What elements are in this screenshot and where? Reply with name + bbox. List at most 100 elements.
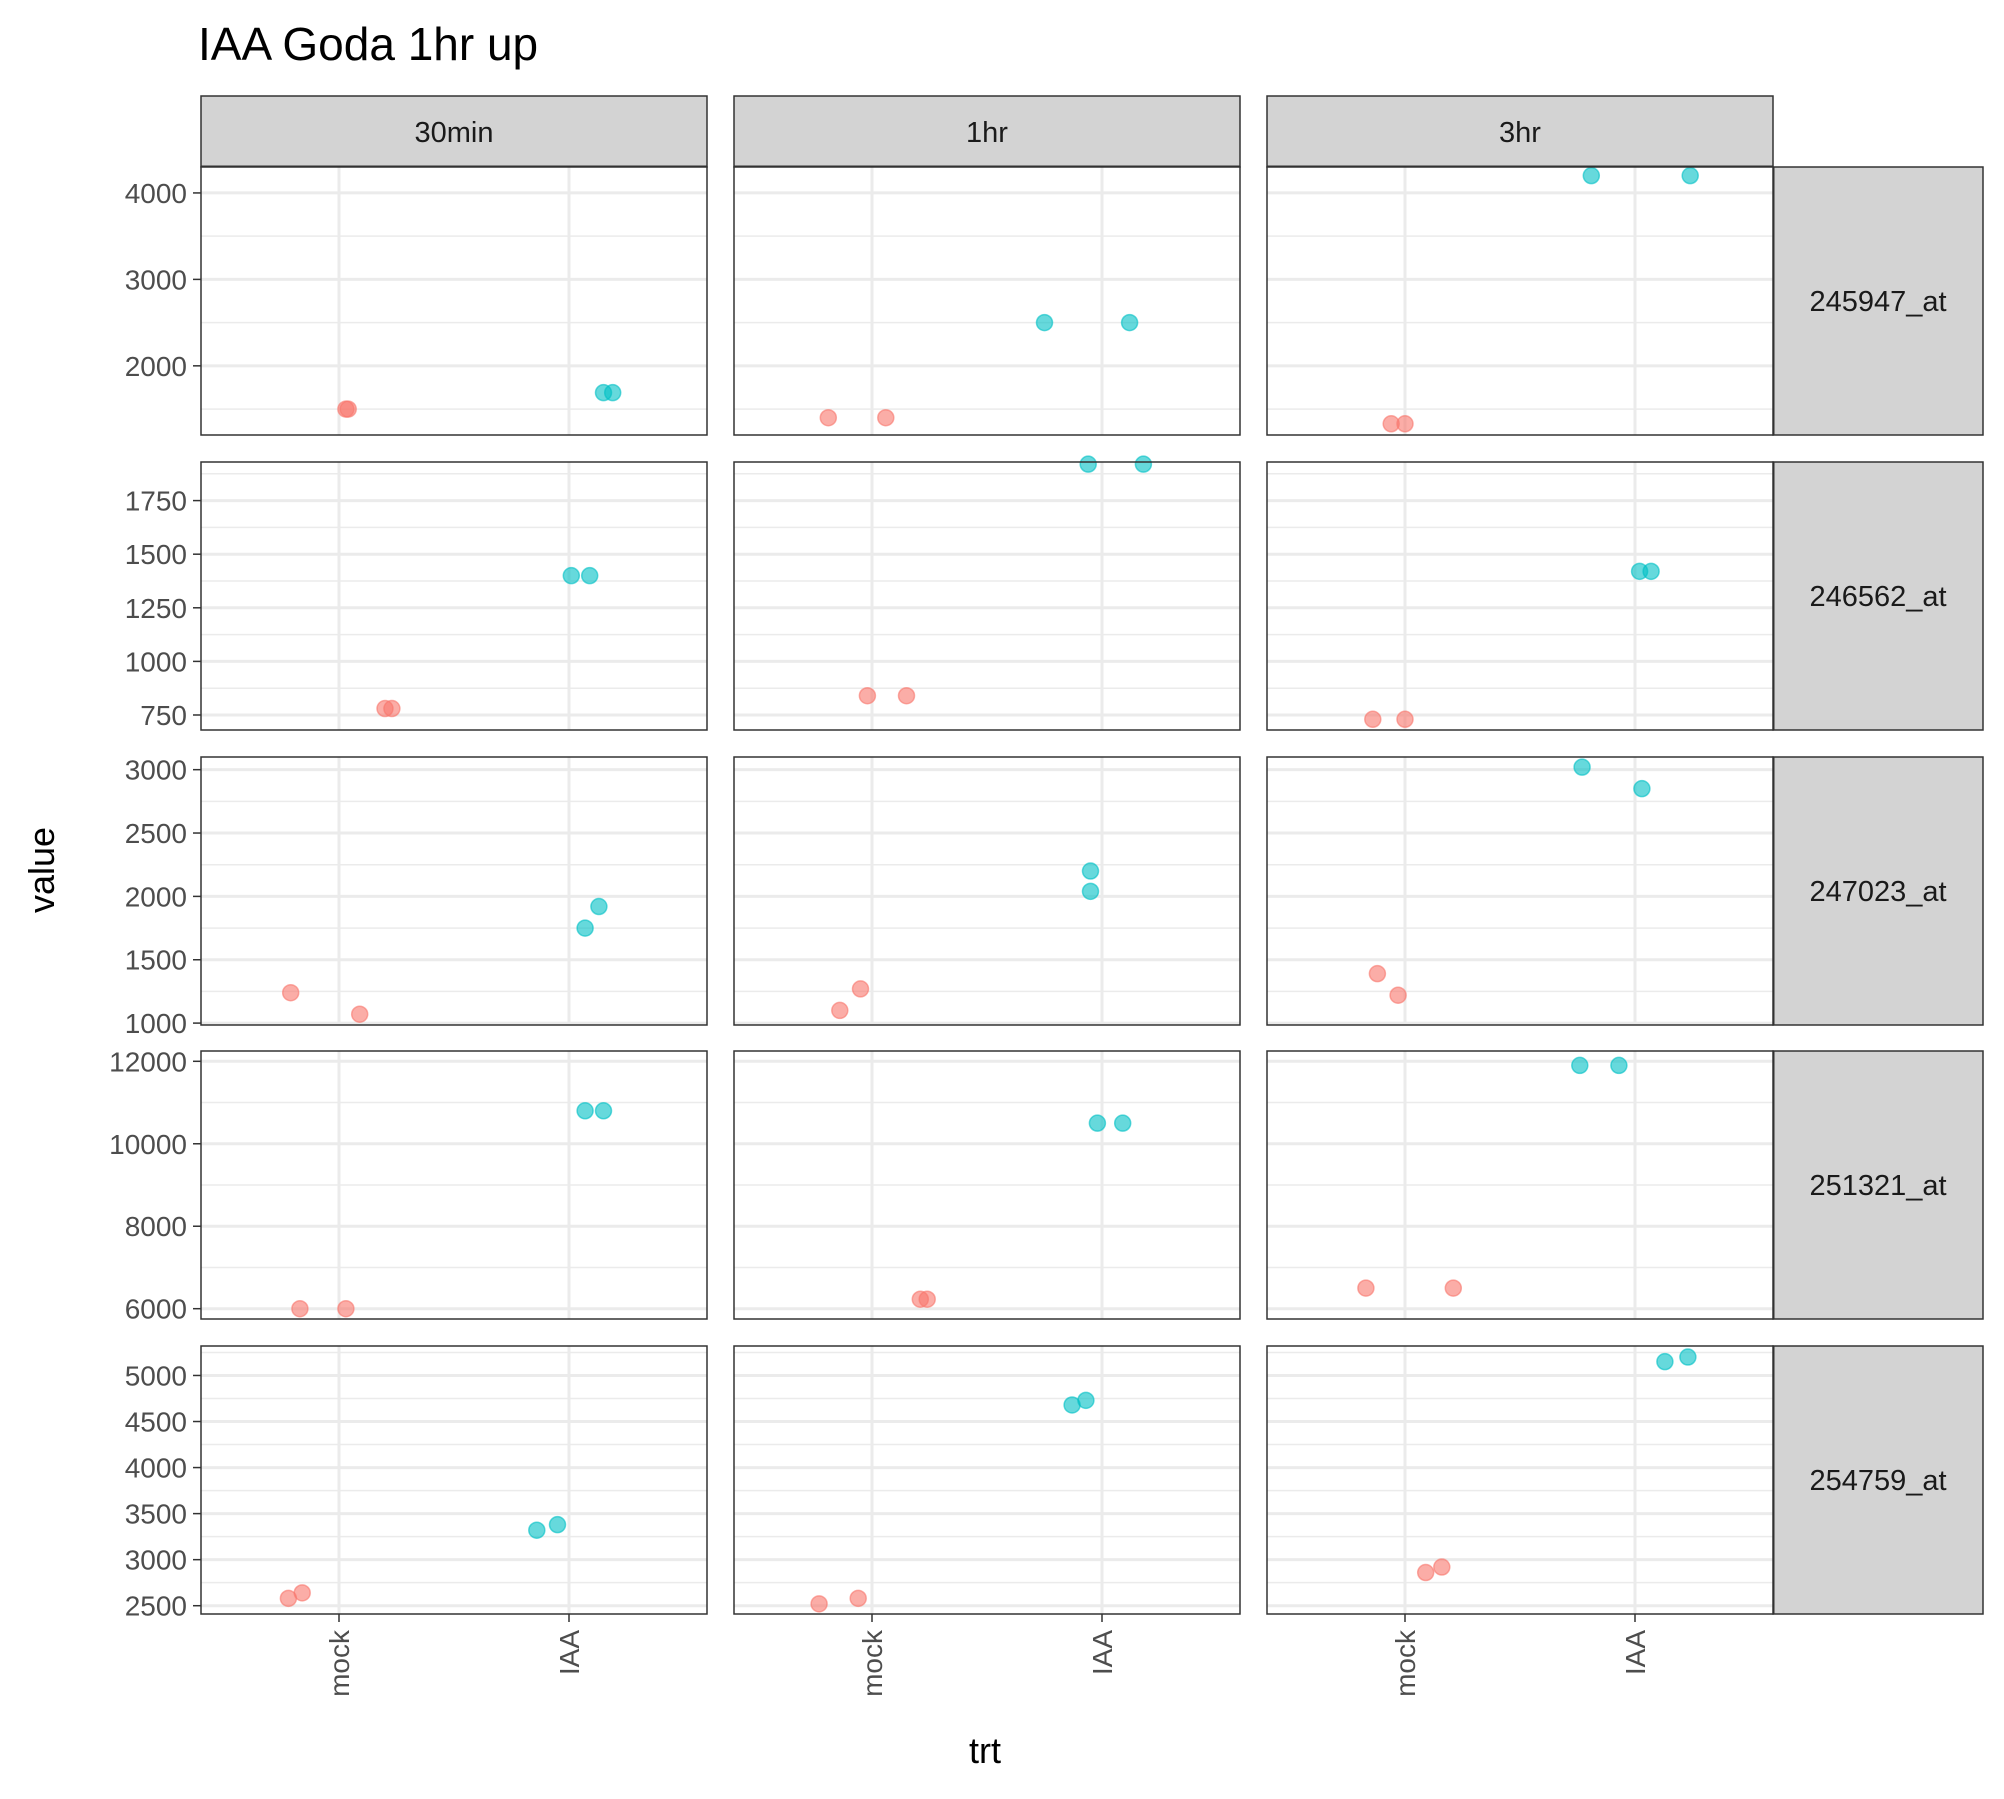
panel-background bbox=[201, 757, 707, 1025]
point-iaa bbox=[1572, 1057, 1588, 1073]
y-tick-label: 2000 bbox=[125, 881, 187, 912]
panel-background bbox=[1267, 757, 1773, 1025]
y-tick-label: 2000 bbox=[125, 351, 187, 382]
x-tick-label: mock bbox=[324, 1629, 355, 1697]
x-tick-label: IAA bbox=[554, 1630, 585, 1675]
y-tick-label: 1250 bbox=[125, 593, 187, 624]
point-iaa bbox=[1680, 1349, 1696, 1365]
panel bbox=[734, 167, 1240, 435]
row-strip-label: 254759_at bbox=[1809, 1465, 1946, 1497]
point-iaa bbox=[1657, 1354, 1673, 1370]
point-iaa bbox=[1115, 1115, 1131, 1131]
point-iaa bbox=[563, 568, 579, 584]
x-tick-label: mock bbox=[1390, 1629, 1421, 1697]
y-axis-title: value bbox=[21, 827, 62, 913]
y-tick-label: 4000 bbox=[125, 178, 187, 209]
column-strip-label: 30min bbox=[415, 117, 494, 149]
y-tick-label: 1000 bbox=[125, 1008, 187, 1039]
point-iaa bbox=[1080, 456, 1096, 472]
point-mock bbox=[1365, 711, 1381, 727]
y-tick-label: 6000 bbox=[125, 1294, 187, 1325]
point-mock bbox=[878, 410, 894, 426]
y-tick-label: 1500 bbox=[125, 945, 187, 976]
point-mock bbox=[294, 1585, 310, 1601]
point-iaa bbox=[1583, 168, 1599, 184]
panel-background bbox=[201, 167, 707, 435]
column-strip-label: 3hr bbox=[1499, 117, 1541, 149]
point-iaa bbox=[596, 1103, 612, 1119]
y-tick-label: 12000 bbox=[109, 1046, 187, 1077]
point-iaa bbox=[529, 1522, 545, 1538]
panel bbox=[1267, 1051, 1773, 1319]
point-mock bbox=[1369, 966, 1385, 982]
point-mock bbox=[853, 981, 869, 997]
row-strip-label: 247023_at bbox=[1809, 876, 1946, 908]
panel bbox=[201, 1051, 707, 1319]
facet-panels bbox=[201, 167, 1773, 1614]
y-tick-label: 4000 bbox=[125, 1453, 187, 1484]
point-iaa bbox=[605, 385, 621, 401]
plot-title: IAA Goda 1hr up bbox=[198, 18, 538, 70]
point-iaa bbox=[1634, 781, 1650, 797]
y-tick-label: 3000 bbox=[125, 264, 187, 295]
column-strip-label: 1hr bbox=[966, 117, 1008, 149]
point-mock bbox=[384, 701, 400, 717]
point-iaa bbox=[1078, 1392, 1094, 1408]
x-tick-label: mock bbox=[857, 1629, 888, 1697]
panel bbox=[1267, 1346, 1773, 1614]
y-tick-label: 5000 bbox=[125, 1360, 187, 1391]
panel bbox=[734, 757, 1240, 1025]
point-mock bbox=[859, 688, 875, 704]
point-mock bbox=[919, 1291, 935, 1307]
point-mock bbox=[283, 985, 299, 1001]
point-iaa bbox=[1089, 1115, 1105, 1131]
point-iaa bbox=[582, 568, 598, 584]
point-mock bbox=[820, 410, 836, 426]
point-mock bbox=[1358, 1280, 1374, 1296]
panel bbox=[201, 1346, 707, 1614]
panel-background bbox=[201, 1346, 707, 1614]
panel-background bbox=[734, 462, 1240, 730]
point-iaa bbox=[591, 899, 607, 915]
point-mock bbox=[899, 688, 915, 704]
panel-background bbox=[734, 757, 1240, 1025]
point-mock bbox=[292, 1301, 308, 1317]
point-iaa bbox=[1574, 759, 1590, 775]
y-tick-label: 10000 bbox=[109, 1129, 187, 1160]
panel-background bbox=[1267, 167, 1773, 435]
panel bbox=[1267, 167, 1773, 435]
panel bbox=[1267, 757, 1773, 1025]
y-tick-label: 3000 bbox=[125, 755, 187, 786]
y-tick-label: 750 bbox=[140, 700, 187, 731]
panel-background bbox=[734, 1346, 1240, 1614]
panel-background bbox=[734, 167, 1240, 435]
point-mock bbox=[1418, 1565, 1434, 1581]
x-tick-label: IAA bbox=[1087, 1630, 1118, 1675]
point-mock bbox=[832, 1002, 848, 1018]
point-mock bbox=[1397, 416, 1413, 432]
point-mock bbox=[1445, 1280, 1461, 1296]
point-mock bbox=[811, 1596, 827, 1612]
y-tick-label: 2500 bbox=[125, 1591, 187, 1622]
point-iaa bbox=[1643, 563, 1659, 579]
row-strip-label: 246562_at bbox=[1809, 581, 1946, 613]
y-tick-label: 4500 bbox=[125, 1407, 187, 1438]
panel-background bbox=[1267, 462, 1773, 730]
panel bbox=[201, 757, 707, 1025]
panel-background bbox=[201, 462, 707, 730]
y-tick-label: 3000 bbox=[125, 1545, 187, 1576]
y-tick-label: 1500 bbox=[125, 539, 187, 570]
row-strip-label: 245947_at bbox=[1809, 286, 1946, 318]
x-axis-title: trt bbox=[969, 1730, 1001, 1771]
y-tick-label: 2500 bbox=[125, 818, 187, 849]
point-iaa bbox=[550, 1517, 566, 1533]
y-tick-label: 8000 bbox=[125, 1211, 187, 1242]
panel bbox=[734, 1346, 1240, 1614]
row-strip-label: 251321_at bbox=[1809, 1170, 1946, 1202]
point-iaa bbox=[577, 1103, 593, 1119]
panel bbox=[734, 456, 1240, 730]
point-mock bbox=[1390, 987, 1406, 1003]
point-iaa bbox=[1037, 315, 1053, 331]
point-mock bbox=[338, 1301, 354, 1317]
